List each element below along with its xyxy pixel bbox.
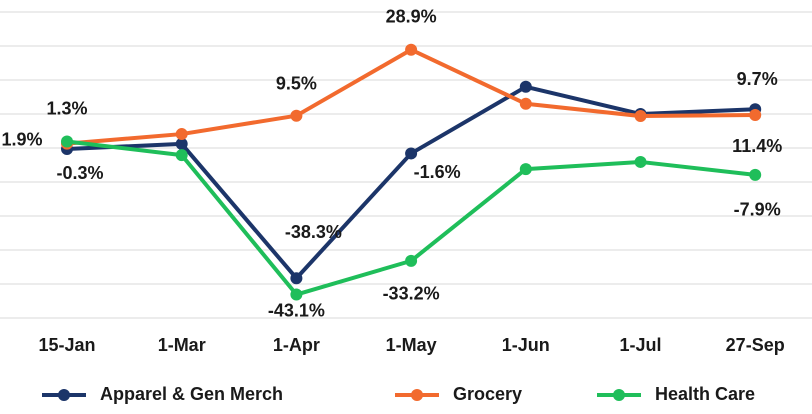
data-label: -38.3% bbox=[285, 222, 342, 242]
data-label: -7.9% bbox=[734, 200, 781, 220]
point bbox=[749, 109, 762, 122]
data-label: -43.1% bbox=[268, 300, 325, 320]
x-tick-label: 1-Jun bbox=[502, 335, 550, 355]
point bbox=[405, 254, 418, 267]
point bbox=[634, 155, 647, 168]
point bbox=[405, 147, 418, 160]
point bbox=[519, 80, 532, 93]
data-label: 11.4% bbox=[732, 136, 782, 156]
data-label: -0.3% bbox=[56, 163, 103, 183]
data-label: 9.5% bbox=[276, 73, 317, 93]
point bbox=[290, 109, 303, 122]
legend-label: Apparel & Gen Merch bbox=[100, 384, 283, 404]
legend-label: Grocery bbox=[453, 384, 522, 404]
x-tick-label: 1-Apr bbox=[273, 335, 320, 355]
x-tick-label: 1-Jul bbox=[619, 335, 661, 355]
legend-marker bbox=[411, 389, 423, 401]
legend-marker bbox=[613, 389, 625, 401]
data-label: -33.2% bbox=[383, 284, 440, 304]
legend-label: Health Care bbox=[655, 384, 755, 404]
point bbox=[749, 168, 762, 181]
x-tick-label: 1-Mar bbox=[158, 335, 206, 355]
point bbox=[519, 163, 532, 176]
point bbox=[290, 272, 303, 285]
series-line bbox=[66, 139, 756, 297]
x-tick-label: 15-Jan bbox=[38, 335, 95, 355]
legend-marker bbox=[58, 389, 70, 401]
point bbox=[519, 97, 532, 110]
data-label: 1.3% bbox=[46, 98, 87, 118]
data-label: 28.9% bbox=[386, 6, 437, 26]
point bbox=[405, 43, 418, 56]
x-tick-label: 1-May bbox=[386, 335, 437, 355]
point bbox=[290, 288, 303, 301]
data-label: 9.7% bbox=[737, 69, 778, 89]
point bbox=[175, 149, 188, 162]
point bbox=[175, 137, 188, 150]
point bbox=[634, 110, 647, 123]
point bbox=[175, 128, 188, 141]
data-label: 1.9% bbox=[1, 129, 42, 149]
point bbox=[61, 135, 73, 148]
data-label: -1.6% bbox=[414, 162, 461, 182]
series-line bbox=[66, 47, 756, 146]
x-tick-label: 27-Sep bbox=[726, 335, 785, 355]
